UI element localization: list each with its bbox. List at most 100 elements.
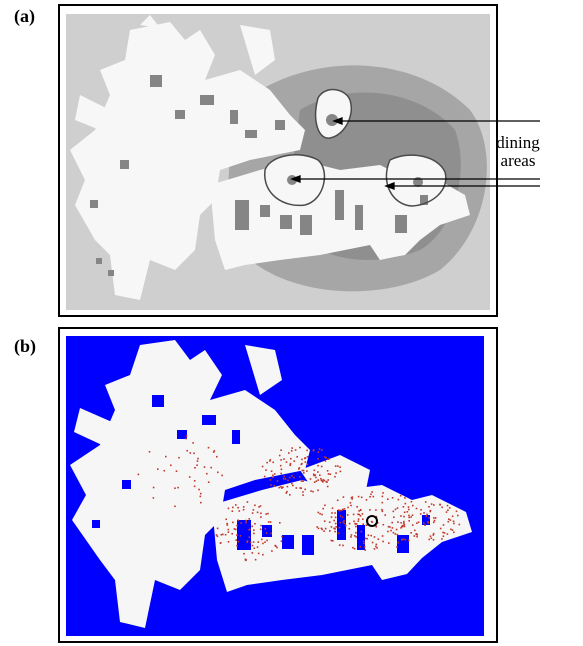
particle (334, 475, 336, 478)
particle (262, 553, 264, 556)
particle (285, 492, 288, 494)
particle (358, 510, 360, 512)
particle (259, 528, 262, 531)
particle (193, 452, 195, 455)
particle (254, 504, 256, 507)
particle (391, 497, 394, 499)
particle (428, 517, 431, 519)
particle (346, 514, 349, 516)
particle (174, 487, 176, 489)
particle (416, 533, 418, 536)
particle (244, 559, 247, 562)
particle (279, 522, 281, 524)
particle (314, 474, 317, 476)
particle (390, 529, 392, 532)
particle (442, 524, 445, 526)
particle (402, 506, 405, 508)
particle (427, 522, 430, 524)
particle (397, 521, 399, 523)
particle (256, 546, 259, 548)
particle (306, 456, 309, 458)
particle (424, 501, 427, 503)
particle (269, 459, 272, 461)
particle (192, 442, 194, 444)
particle (433, 517, 435, 519)
particle (233, 528, 236, 530)
particle (447, 520, 450, 523)
particle (323, 479, 326, 482)
particle (455, 510, 458, 513)
particle (408, 520, 410, 522)
particle (364, 537, 367, 540)
particle (401, 525, 403, 528)
particle (330, 526, 333, 528)
particle (339, 515, 342, 517)
particle (334, 528, 336, 530)
particle (442, 535, 445, 537)
particle (326, 485, 329, 488)
particle (404, 502, 407, 505)
particle (200, 501, 202, 504)
particle (226, 522, 228, 525)
particle (356, 506, 358, 508)
particle (165, 455, 167, 458)
particle (413, 535, 416, 537)
particle (415, 507, 418, 510)
particle (439, 527, 442, 530)
particle (185, 435, 188, 437)
particle (396, 507, 399, 509)
particle (237, 506, 239, 509)
particle (320, 479, 323, 482)
particle (343, 522, 346, 525)
particle (416, 535, 418, 538)
particle (325, 480, 327, 483)
particle (273, 473, 276, 475)
particle (338, 526, 341, 529)
particle (449, 519, 452, 521)
particle (302, 491, 304, 493)
particle (315, 480, 318, 482)
particle (371, 541, 374, 544)
particle (174, 505, 176, 508)
particle (416, 522, 418, 524)
particle (227, 528, 230, 531)
particle (382, 540, 384, 543)
particle (252, 509, 255, 511)
particle (424, 524, 426, 526)
particle (288, 452, 290, 454)
particle (339, 521, 342, 524)
particle (396, 533, 399, 536)
particle (372, 495, 375, 498)
particle (448, 518, 450, 520)
particle (253, 529, 255, 531)
particle (352, 546, 354, 549)
particle (280, 468, 283, 471)
particle (276, 546, 278, 549)
dining-annotation-line1: dining (496, 133, 540, 152)
particle (332, 540, 334, 542)
particle (175, 470, 178, 472)
particle (447, 509, 449, 511)
particle (433, 504, 435, 506)
particle (232, 521, 234, 524)
particle (250, 541, 252, 544)
particle (375, 509, 377, 511)
particle (270, 484, 272, 486)
particle (387, 530, 389, 533)
particle (446, 533, 449, 535)
particle (348, 528, 351, 530)
particle (237, 519, 239, 522)
particle (300, 463, 303, 466)
particle (323, 520, 326, 522)
particle (391, 521, 393, 524)
particle (312, 449, 315, 451)
particle (376, 522, 379, 524)
particle (313, 474, 315, 477)
particle (382, 492, 384, 494)
particle (375, 543, 378, 546)
particle (270, 532, 272, 535)
particle (246, 501, 249, 503)
particle (360, 530, 363, 533)
particle (366, 537, 368, 540)
particle (246, 540, 249, 542)
